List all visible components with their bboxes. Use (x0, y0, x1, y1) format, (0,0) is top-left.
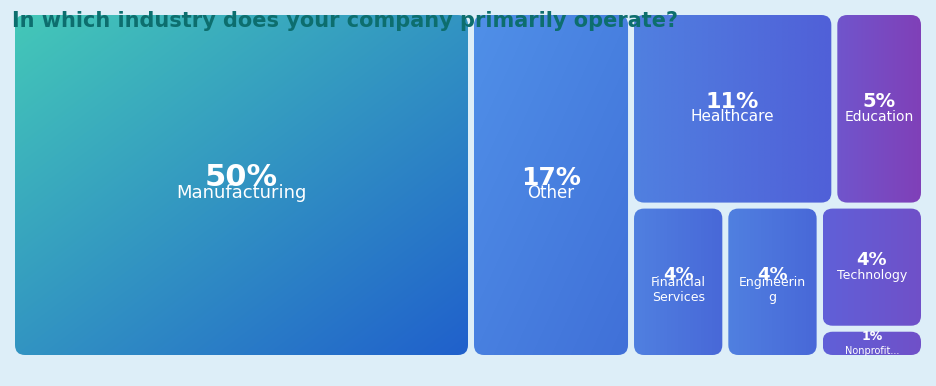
Text: Financial
Services: Financial Services (651, 276, 706, 304)
Text: In which industry does your company primarily operate?: In which industry does your company prim… (12, 11, 678, 31)
Text: Engineerin
g: Engineerin g (739, 276, 806, 304)
Text: 11%: 11% (706, 92, 759, 112)
Text: 4%: 4% (757, 266, 788, 284)
Text: Nonprofit...: Nonprofit... (844, 346, 899, 356)
Text: 50%: 50% (205, 164, 278, 193)
Text: 17%: 17% (521, 166, 581, 190)
Text: Education: Education (844, 110, 914, 124)
Text: 4%: 4% (856, 251, 887, 269)
Text: 5%: 5% (863, 92, 896, 111)
Text: 1%: 1% (861, 330, 883, 343)
Text: Manufacturing: Manufacturing (176, 184, 307, 202)
Text: Technology: Technology (837, 269, 907, 282)
Text: 4%: 4% (663, 266, 694, 284)
Text: Healthcare: Healthcare (691, 109, 774, 124)
Text: Other: Other (528, 184, 575, 202)
